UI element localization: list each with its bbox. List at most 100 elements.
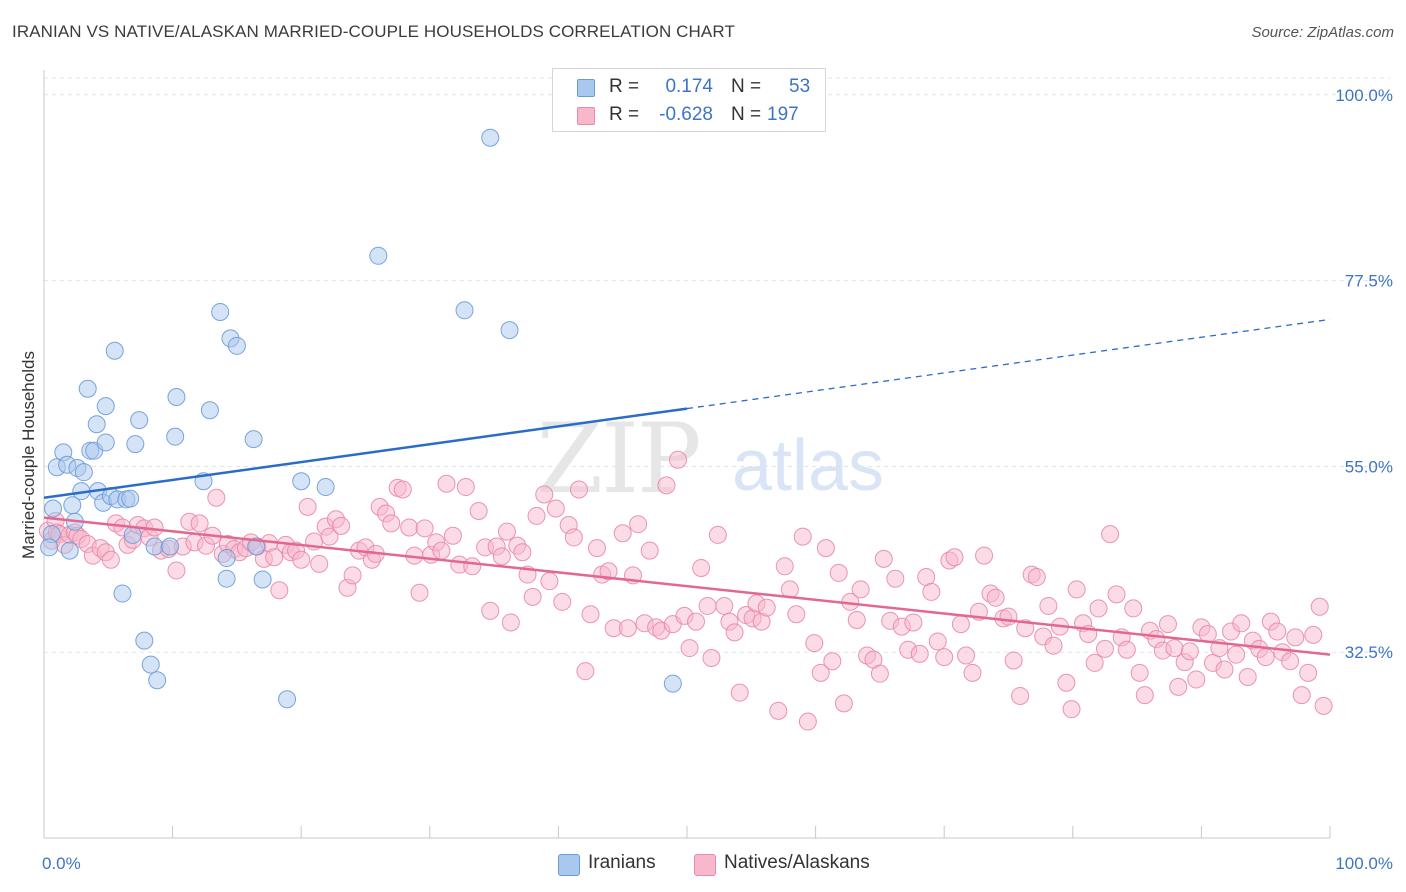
native-alaskan-point [1101, 525, 1120, 544]
native-alaskan-point [167, 561, 186, 580]
native-alaskan-point [1158, 615, 1177, 634]
iranian-point [105, 341, 124, 360]
native-alaskan-point [1027, 568, 1046, 587]
native-alaskan-point [410, 583, 429, 602]
native-alaskan-point [847, 610, 866, 629]
native-alaskan-point [1292, 686, 1311, 705]
native-alaskan-point [599, 562, 618, 581]
native-alaskan-point [680, 639, 699, 658]
native-alaskan-point [945, 548, 964, 567]
native-alaskan-point [1268, 622, 1287, 641]
iranian-point [40, 538, 59, 557]
native-alaskan-point [702, 648, 721, 667]
native-alaskan-point [1107, 585, 1126, 604]
iranian-point [200, 401, 219, 420]
native-alaskan-point [101, 550, 120, 569]
native-alaskan-point [443, 526, 462, 545]
native-alaskan-point [546, 499, 565, 518]
native-alaskan-point [1044, 636, 1063, 655]
iranian-point [148, 671, 167, 690]
native-alaskan-point [874, 549, 893, 568]
iranian-point [278, 690, 297, 709]
native-alaskan-point [437, 474, 456, 493]
native-alaskan-point [463, 557, 482, 576]
native-alaskan-point [527, 506, 546, 525]
native-alaskan-point [270, 581, 289, 600]
iranian-point [500, 321, 519, 340]
legend-r-label: R = [609, 76, 640, 97]
iranian-point [74, 463, 93, 482]
iranian-trend-line [43, 407, 688, 500]
native-alaskan-point [668, 450, 687, 469]
native-alaskan-point [190, 514, 209, 533]
native-alaskan-point [553, 592, 572, 611]
native-alaskan-point [576, 662, 595, 681]
native-alaskan-point [692, 558, 711, 577]
native-alaskan-point [1256, 648, 1275, 667]
native-alaskan-point [1067, 580, 1086, 599]
native-alaskan-point [1085, 653, 1104, 672]
native-alaskan-point [481, 601, 500, 620]
native-alaskan-point [1187, 670, 1206, 689]
iranian-point [135, 631, 154, 650]
native-alaskan-point [957, 646, 976, 665]
native-alaskan-point [456, 478, 475, 497]
native-alaskan-point [823, 652, 842, 671]
native-alaskan-point [698, 596, 717, 615]
iranian-point [369, 246, 388, 265]
native-alaskan-point [1180, 642, 1199, 661]
native-alaskan-point [829, 563, 848, 582]
iranian-point [227, 336, 246, 355]
native-alaskan-point [963, 663, 982, 682]
legend-n-label: N = [731, 76, 762, 97]
native-alaskan-point [569, 480, 588, 499]
iranian-point [244, 430, 263, 449]
watermark: ZIP atlas [536, 403, 884, 515]
native-alaskan-point [587, 539, 606, 558]
native-alaskan-point [886, 569, 905, 588]
native-alaskan-point [265, 548, 284, 567]
native-alaskan-point [581, 605, 600, 624]
native-alaskan-point [730, 683, 749, 702]
native-alaskan-point [382, 514, 401, 533]
iranian-point [113, 584, 132, 603]
y-axis-label: Married-couple Households [19, 351, 38, 559]
iranian-point [292, 472, 311, 491]
native-alaskan-point [1227, 645, 1246, 664]
native-alaskan-point [725, 623, 744, 642]
native-alaskan-point [298, 497, 317, 516]
native-alaskan-point [1016, 619, 1035, 638]
legend-r-label: R = [609, 104, 640, 125]
native-alaskan-point [1057, 673, 1076, 692]
native-alaskan-point [523, 587, 542, 606]
legend-r-value: -0.628 [659, 104, 713, 125]
native-alaskan-point [657, 476, 676, 495]
native-alaskan-point [415, 519, 434, 538]
iranian-point [455, 301, 474, 320]
iranian-point [60, 541, 79, 560]
iranian-point [217, 549, 236, 568]
native-alaskan-point [618, 619, 637, 638]
native-alaskan-point [1039, 596, 1058, 615]
native-alaskan-point [492, 547, 511, 566]
native-alaskan-point [332, 516, 351, 535]
native-alaskan-point [928, 632, 947, 651]
native-alaskan-point [1004, 651, 1023, 670]
iranian-point [481, 128, 500, 147]
native-alaskan-point [1011, 686, 1030, 705]
native-alaskan-point [851, 580, 870, 599]
native-alaskan-point [775, 557, 794, 576]
native-alaskan-point [999, 607, 1018, 626]
native-alaskan-point [986, 588, 1005, 607]
native-alaskan-point [1165, 639, 1184, 658]
native-alaskan-point [1124, 599, 1143, 618]
native-alaskan-point [613, 524, 632, 543]
correlation-legend: R = 0.174 N = 53 R = -0.628 N = 197 [552, 68, 826, 132]
chart-title: IRANIAN VS NATIVE/ALASKAN MARRIED-COUPLE… [12, 22, 735, 41]
source-label: Source: ZipAtlas.com [1251, 24, 1394, 41]
legend-swatch-iranians [577, 79, 595, 97]
native-alaskan-point [715, 596, 734, 615]
native-alaskan-point [310, 554, 329, 573]
native-alaskan-point [1215, 660, 1234, 679]
native-alaskan-point [1095, 639, 1114, 658]
